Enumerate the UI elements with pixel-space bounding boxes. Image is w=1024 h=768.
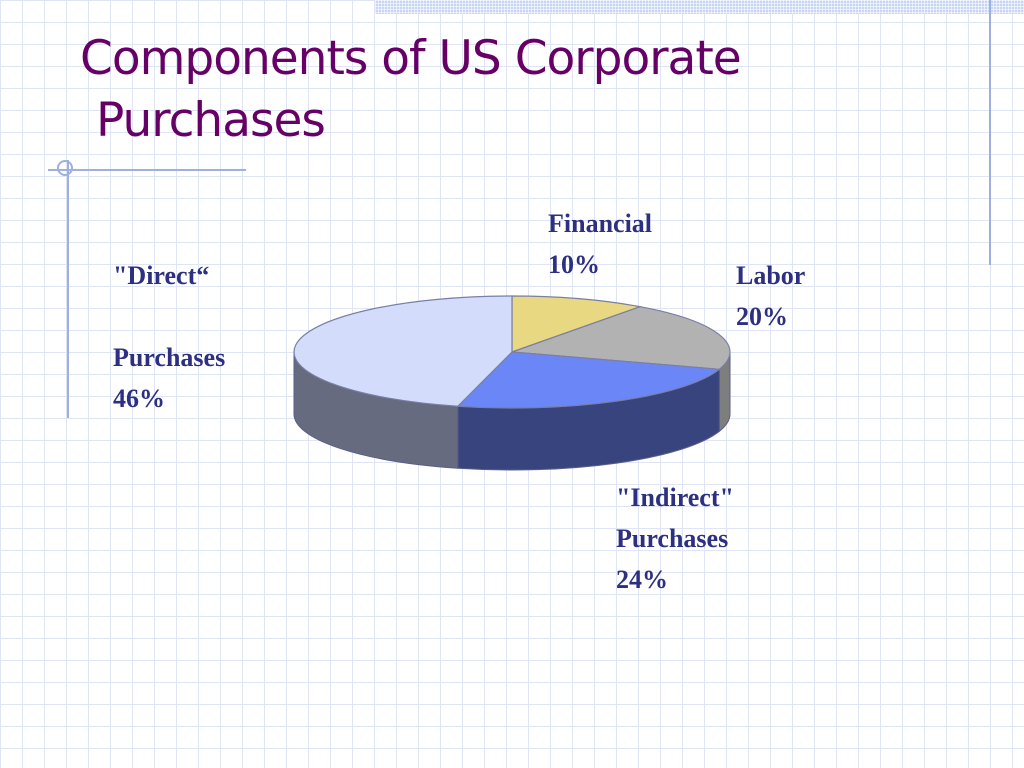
pie-slices — [293, 295, 731, 409]
pie-slice-labor — [511, 306, 731, 370]
label-labor: Labor 20% — [736, 255, 805, 337]
label-financial-name: Financial — [548, 209, 653, 238]
slide-title-line-1: Components of US Corporate — [80, 31, 742, 86]
decorative-left-rule — [67, 160, 69, 418]
pie-slice-direct-purchases — [293, 295, 513, 407]
decorative-right-rule — [989, 0, 991, 265]
label-indirect-percent: 24% — [616, 565, 668, 594]
label-indirect-line-2: Purchases — [616, 524, 729, 553]
label-direct-line-1: "Direct“ — [113, 261, 210, 290]
label-labor-percent: 20% — [736, 302, 788, 331]
label-indirect: "Indirect" Purchases 24% — [616, 477, 734, 600]
decorative-title-underline — [48, 169, 246, 171]
slide-title: Components of US Corporate Purchases — [80, 28, 960, 152]
decorative-top-band — [375, 0, 1024, 14]
label-financial: Financial 10% — [548, 203, 652, 285]
pie-slice-financial — [511, 295, 643, 353]
decorative-ring-icon — [57, 160, 73, 176]
label-labor-name: Labor — [736, 261, 806, 290]
label-direct-percent: 46% — [113, 384, 165, 413]
pie-slice-indirect-purchases — [456, 351, 721, 409]
slide-title-line-2: Purchases — [96, 93, 326, 148]
label-indirect-line-1: "Indirect" — [616, 483, 734, 512]
label-direct: "Direct“ Purchases 46% — [113, 255, 225, 419]
label-direct-line-2: Purchases — [113, 343, 226, 372]
label-financial-percent: 10% — [548, 250, 600, 279]
